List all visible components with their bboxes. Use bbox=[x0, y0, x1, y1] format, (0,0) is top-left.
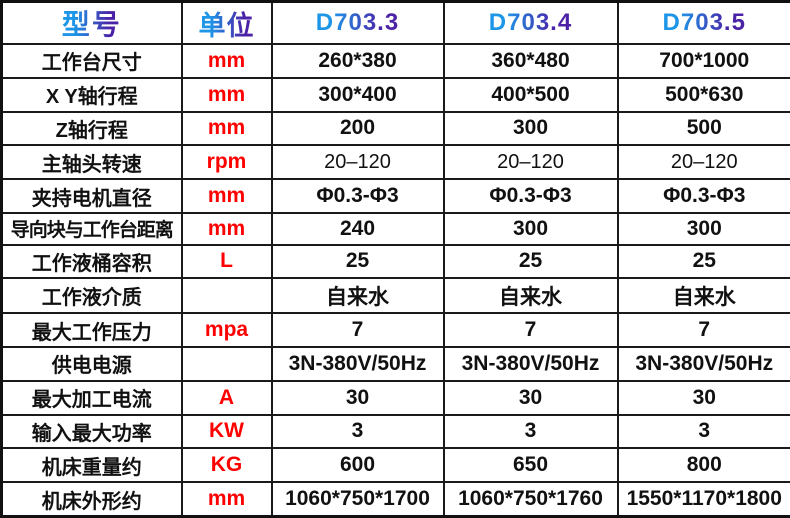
row-label: 工作台尺寸 bbox=[0, 43, 183, 79]
table-row-max-input-power: 输入最大功率 KW 3 3 3 bbox=[0, 413, 790, 450]
cell-value: 1060*750*1700 bbox=[270, 481, 445, 518]
header-unit-label-text: 单位 bbox=[199, 4, 255, 43]
row-unit: mm bbox=[180, 178, 273, 214]
header-model-d703-5-text: D703.5 bbox=[662, 9, 746, 36]
cell-value: 240 bbox=[270, 211, 445, 246]
cell-value: 300 bbox=[442, 110, 619, 147]
row-unit: rpm bbox=[180, 144, 273, 181]
cell-value: 500*630 bbox=[616, 76, 790, 113]
table-row-machine-dimensions: 机床外形约 mm 1060*750*1700 1060*750*1760 155… bbox=[0, 481, 790, 518]
table-row-z-travel: Z轴行程 mm 200 300 500 bbox=[0, 110, 790, 147]
row-label: 机床外形约 bbox=[0, 481, 183, 518]
cell-value: Φ0.3-Φ3 bbox=[442, 178, 619, 214]
cell-value: 300 bbox=[442, 211, 619, 246]
row-label: 供电电源 bbox=[0, 345, 183, 382]
cell-value: 20–120 bbox=[616, 144, 790, 181]
row-unit: A bbox=[180, 379, 273, 416]
cell-value: 7 bbox=[442, 312, 619, 348]
row-unit bbox=[180, 277, 273, 315]
cell-value: 自来水 bbox=[270, 277, 445, 315]
cell-value: 20–120 bbox=[442, 144, 619, 181]
cell-value: 20–120 bbox=[270, 144, 445, 181]
header-unit-label: 单位 bbox=[180, 0, 273, 45]
cell-value: 200 bbox=[270, 110, 445, 147]
table-row-max-working-pressure: 最大工作压力 mpa 7 7 7 bbox=[0, 312, 790, 348]
row-label: 输入最大功率 bbox=[0, 413, 183, 450]
cell-value: 1550*1170*1800 bbox=[616, 481, 790, 518]
table-row-power-supply: 供电电源 3N-380V/50Hz 3N-380V/50Hz 3N-380V/5… bbox=[0, 345, 790, 382]
row-unit: mm bbox=[180, 481, 273, 518]
row-unit: KW bbox=[180, 413, 273, 450]
row-unit: mpa bbox=[180, 312, 273, 348]
header-model-label-text: 型号 bbox=[62, 3, 122, 42]
cell-value: 自来水 bbox=[442, 277, 619, 315]
row-label: 最大加工电流 bbox=[0, 379, 183, 416]
table-row-spindle-speed: 主轴头转速 rpm 20–120 20–120 20–120 bbox=[0, 144, 790, 181]
cell-value: 800 bbox=[616, 447, 790, 484]
row-label: 工作液介质 bbox=[0, 277, 183, 315]
table-row-max-machining-current: 最大加工电流 A 30 30 30 bbox=[0, 379, 790, 416]
cell-value: 260*380 bbox=[270, 43, 445, 79]
cell-value: 7 bbox=[270, 312, 445, 348]
table-row-machine-weight: 机床重量约 KG 600 650 800 bbox=[0, 447, 790, 484]
cell-value: 700*1000 bbox=[616, 43, 790, 79]
cell-value: 7 bbox=[616, 312, 790, 348]
header-model-d703-3: D703.3 bbox=[270, 0, 445, 45]
cell-value: Φ0.3-Φ3 bbox=[270, 178, 445, 214]
cell-value: 300*400 bbox=[270, 76, 445, 113]
row-unit: mm bbox=[180, 211, 273, 246]
cell-value: 360*480 bbox=[442, 43, 619, 79]
cell-value: Φ0.3-Φ3 bbox=[616, 178, 790, 214]
row-label: 主轴头转速 bbox=[0, 144, 183, 181]
row-unit: mm bbox=[180, 76, 273, 113]
table-row-worktable-size: 工作台尺寸 mm 260*380 360*480 700*1000 bbox=[0, 43, 790, 79]
cell-value: 3 bbox=[616, 413, 790, 450]
row-label: 工作液桶容积 bbox=[0, 243, 183, 280]
row-label: 最大工作压力 bbox=[0, 312, 183, 348]
table-row-clamp-motor-diameter: 夹持电机直径 mm Φ0.3-Φ3 Φ0.3-Φ3 Φ0.3-Φ3 bbox=[0, 178, 790, 214]
header-model-d703-5: D703.5 bbox=[616, 0, 790, 45]
header-model-d703-4-text: D703.4 bbox=[488, 9, 573, 36]
cell-value: 30 bbox=[270, 379, 445, 416]
header-model-d703-3-text: D703.3 bbox=[315, 9, 400, 36]
cell-value: 1060*750*1760 bbox=[442, 481, 619, 518]
header-model-label: 型号 bbox=[0, 0, 183, 45]
row-unit bbox=[180, 345, 273, 382]
cell-value: 25 bbox=[442, 243, 619, 280]
cell-value: 600 bbox=[270, 447, 445, 484]
cell-value: 30 bbox=[442, 379, 619, 416]
cell-value: 25 bbox=[270, 243, 445, 280]
cell-value: 3N-380V/50Hz bbox=[270, 345, 445, 382]
row-unit: mm bbox=[180, 43, 273, 79]
row-unit: KG bbox=[180, 447, 273, 484]
row-label: 机床重量约 bbox=[0, 447, 183, 484]
cell-value: 300 bbox=[616, 211, 790, 246]
row-unit: L bbox=[180, 243, 273, 280]
table-row-xy-travel: X Y轴行程 mm 300*400 400*500 500*630 bbox=[0, 76, 790, 113]
table-row-fluid-tank-capacity: 工作液桶容积 L 25 25 25 bbox=[0, 243, 790, 280]
cell-value: 650 bbox=[442, 447, 619, 484]
row-label: 导向块与工作台距离 bbox=[0, 211, 183, 246]
cell-value: 30 bbox=[616, 379, 790, 416]
cell-value: 500 bbox=[616, 110, 790, 147]
header-row: 型号 单位 D703.3 D703.4 D703.5 bbox=[0, 0, 790, 45]
cell-value: 3 bbox=[270, 413, 445, 450]
cell-value: 3N-380V/50Hz bbox=[616, 345, 790, 382]
cell-value: 3N-380V/50Hz bbox=[442, 345, 619, 382]
cell-value: 自来水 bbox=[616, 277, 790, 315]
header-model-d703-4: D703.4 bbox=[442, 0, 619, 45]
table-row-fluid-medium: 工作液介质 自来水 自来水 自来水 bbox=[0, 277, 790, 315]
table-row-guide-block-distance: 导向块与工作台距离 mm 240 300 300 bbox=[0, 211, 790, 246]
row-label: Z轴行程 bbox=[0, 110, 183, 147]
row-unit: mm bbox=[180, 110, 273, 147]
row-label: 夹持电机直径 bbox=[0, 178, 183, 214]
cell-value: 400*500 bbox=[442, 76, 619, 113]
row-label: X Y轴行程 bbox=[0, 76, 183, 113]
cell-value: 25 bbox=[616, 243, 790, 280]
cell-value: 3 bbox=[442, 413, 619, 450]
